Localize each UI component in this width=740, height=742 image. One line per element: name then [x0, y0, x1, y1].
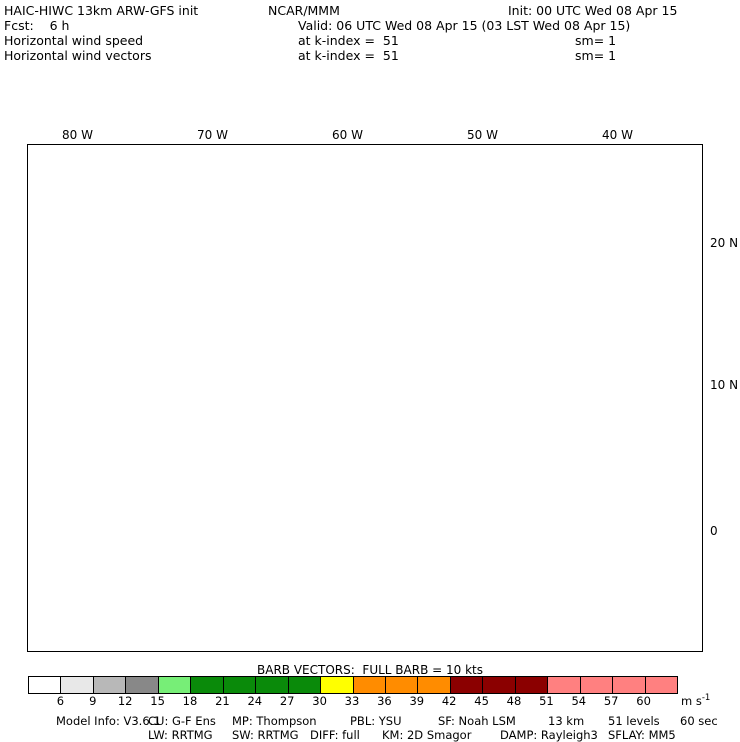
- colorbar-swatch-14[interactable]: [483, 677, 515, 693]
- header-field2-level: at k-index = 51: [298, 48, 399, 63]
- colorbar-swatch-9[interactable]: [321, 677, 353, 693]
- colorbar-swatch-8[interactable]: [289, 677, 321, 693]
- colorbar-tick-12: 12: [118, 694, 133, 708]
- colorbar-tick-18: 18: [183, 694, 198, 708]
- colorbar[interactable]: [28, 676, 678, 694]
- model-pbl-scheme: PBL: YSU: [350, 714, 402, 728]
- colorbar-swatch-2[interactable]: [94, 677, 126, 693]
- colorbar-tick-21: 21: [215, 694, 230, 708]
- lat-label-20n: 20 N: [710, 236, 738, 250]
- colorbar-swatch-4[interactable]: [159, 677, 191, 693]
- model-cu-scheme: CU: G-F Ens: [148, 714, 216, 728]
- header-field-wind-speed: Horizontal wind speed: [4, 33, 143, 48]
- header-init-time: Init: 00 UTC Wed 08 Apr 15: [508, 3, 677, 18]
- model-version: Model Info: V3.6.1: [56, 714, 161, 728]
- colorbar-swatch-13[interactable]: [451, 677, 483, 693]
- colorbar-unit-label: m s-1: [681, 693, 710, 708]
- model-resolution: 13 km: [548, 714, 584, 728]
- header-field1-level: at k-index = 51: [298, 33, 399, 48]
- colorbar-title: BARB VECTORS: FULL BARB = 10 kts: [0, 663, 740, 677]
- colorbar-tick-33: 33: [345, 694, 360, 708]
- lon-label-60w: 60 W: [332, 128, 363, 142]
- colorbar-tick-42: 42: [442, 694, 457, 708]
- colorbar-swatch-12[interactable]: [418, 677, 450, 693]
- header-center: NCAR/MMM: [268, 3, 340, 18]
- colorbar-tick-48: 48: [507, 694, 522, 708]
- colorbar-tick-24: 24: [247, 694, 262, 708]
- lon-label-70w: 70 W: [197, 128, 228, 142]
- colorbar-tick-39: 39: [409, 694, 424, 708]
- plot-header: HAIC-HIWC 13km ARW-GFS init NCAR/MMM Ini…: [0, 0, 740, 72]
- colorbar-tick-51: 51: [539, 694, 554, 708]
- colorbar-tick-57: 57: [604, 694, 619, 708]
- model-sf-scheme: SF: Noah LSM: [438, 714, 516, 728]
- colorbar-swatch-6[interactable]: [224, 677, 256, 693]
- header-field2-smoothing: sm= 1: [575, 48, 616, 63]
- lat-label-0: 0: [710, 524, 718, 538]
- colorbar-tick-9: 9: [89, 694, 96, 708]
- colorbar-swatch-10[interactable]: [354, 677, 386, 693]
- colorbar-tick-30: 30: [312, 694, 327, 708]
- colorbar-swatch-7[interactable]: [256, 677, 288, 693]
- header-forecast-hour: Fcst: 6 h: [4, 18, 69, 33]
- lon-label-50w: 50 W: [467, 128, 498, 142]
- colorbar-tick-36: 36: [377, 694, 392, 708]
- colorbar-swatch-16[interactable]: [548, 677, 580, 693]
- colorbar-swatch-3[interactable]: [126, 677, 158, 693]
- colorbar-tick-27: 27: [280, 694, 295, 708]
- map-border: [27, 144, 703, 652]
- colorbar-swatch-5[interactable]: [191, 677, 223, 693]
- colorbar-swatch-18[interactable]: [613, 677, 645, 693]
- header-valid-time: Valid: 06 UTC Wed 08 Apr 15 (03 LST Wed …: [298, 18, 630, 33]
- colorbar-swatch-15[interactable]: [516, 677, 548, 693]
- model-mp-scheme: MP: Thompson: [232, 714, 317, 728]
- model-levels: 51 levels: [608, 714, 660, 728]
- colorbar-swatch-17[interactable]: [581, 677, 613, 693]
- header-field-wind-vectors: Horizontal wind vectors: [4, 48, 152, 63]
- model-timestep: 60 sec: [680, 714, 718, 728]
- colorbar-tick-labels: 6 9 12 15 18 21 24 27 30 33 36 39 42 45 48 51 54 57 60: [28, 694, 678, 708]
- header-field1-smoothing: sm= 1: [575, 33, 616, 48]
- map-panel[interactable]: SYGJSMJPSOCASBDE: [27, 144, 703, 652]
- colorbar-tick-15: 15: [150, 694, 165, 708]
- header-title: HAIC-HIWC 13km ARW-GFS init: [4, 3, 198, 18]
- colorbar-swatch-11[interactable]: [386, 677, 418, 693]
- colorbar-swatch-0[interactable]: [29, 677, 61, 693]
- colorbar-tick-54: 54: [571, 694, 586, 708]
- lon-label-40w: 40 W: [602, 128, 633, 142]
- lat-label-10n: 10 N: [710, 378, 738, 392]
- colorbar-swatch-1[interactable]: [61, 677, 93, 693]
- colorbar-tick-60: 60: [636, 694, 651, 708]
- colorbar-tick-6: 6: [57, 694, 64, 708]
- colorbar-tick-45: 45: [474, 694, 489, 708]
- lon-label-80w: 80 W: [62, 128, 93, 142]
- colorbar-swatch-19[interactable]: [646, 677, 677, 693]
